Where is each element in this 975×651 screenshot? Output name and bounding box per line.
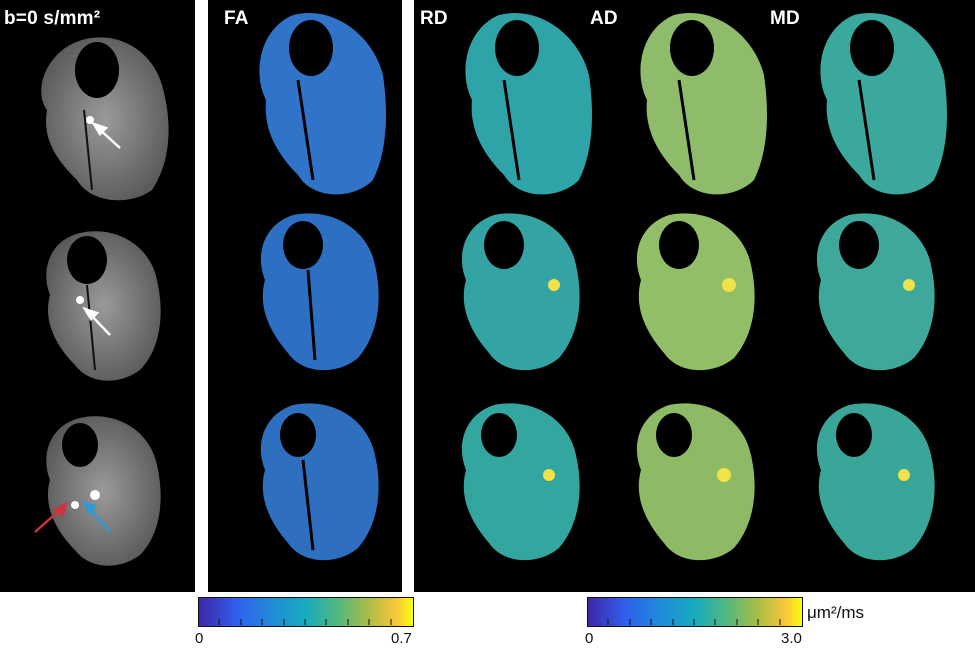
fa-slice-2 <box>260 213 379 371</box>
rd-slice-3 <box>461 403 580 561</box>
b0-slice-2 <box>46 231 161 381</box>
diffusivity-colorbar-ticks <box>607 619 781 625</box>
b0-images <box>34 37 169 566</box>
fa-label: FA <box>224 8 249 29</box>
diffusivity-panel: RD AD MD <box>414 0 975 592</box>
fa-slice-3 <box>260 403 379 561</box>
red-arrow <box>34 501 68 533</box>
md-slice-3 <box>816 403 935 561</box>
rd-label: RD <box>420 8 448 29</box>
fa-maps <box>259 13 386 561</box>
md-slice-1 <box>820 13 947 195</box>
fa-slice-1 <box>259 13 386 195</box>
md-slice-2 <box>816 213 935 371</box>
diffusivity-colorbar <box>587 597 803 627</box>
b0-panel: b=0 s/mm² <box>0 0 195 592</box>
diffusivity-colorbar-min: 0 <box>585 630 594 647</box>
ad-slice-1 <box>640 13 767 195</box>
white-arrow-2 <box>82 306 111 336</box>
ad-label: AD <box>590 8 618 29</box>
b0-slice-3 <box>46 416 161 566</box>
blue-arrow <box>81 500 111 533</box>
ad-slice-3 <box>636 403 755 561</box>
diffusivity-maps <box>461 13 947 561</box>
md-label: MD <box>770 8 800 29</box>
ad-slice-2 <box>636 213 755 371</box>
white-arrow-1 <box>91 121 121 149</box>
diffusivity-colorbar-max: 3.0 <box>781 630 802 647</box>
fa-colorbar-ticks <box>218 619 392 625</box>
fa-panel: FA <box>208 0 402 592</box>
rd-slice-2 <box>461 213 580 371</box>
b0-label: b=0 s/mm² <box>4 8 101 29</box>
fa-colorbar <box>198 597 414 627</box>
fa-colorbar-max: 0.7 <box>391 630 412 647</box>
fa-colorbar-min: 0 <box>195 630 204 647</box>
rd-slice-1 <box>465 13 592 195</box>
b0-slice-1 <box>41 37 169 201</box>
diffusivity-unit-label: μm²/ms <box>807 603 865 622</box>
